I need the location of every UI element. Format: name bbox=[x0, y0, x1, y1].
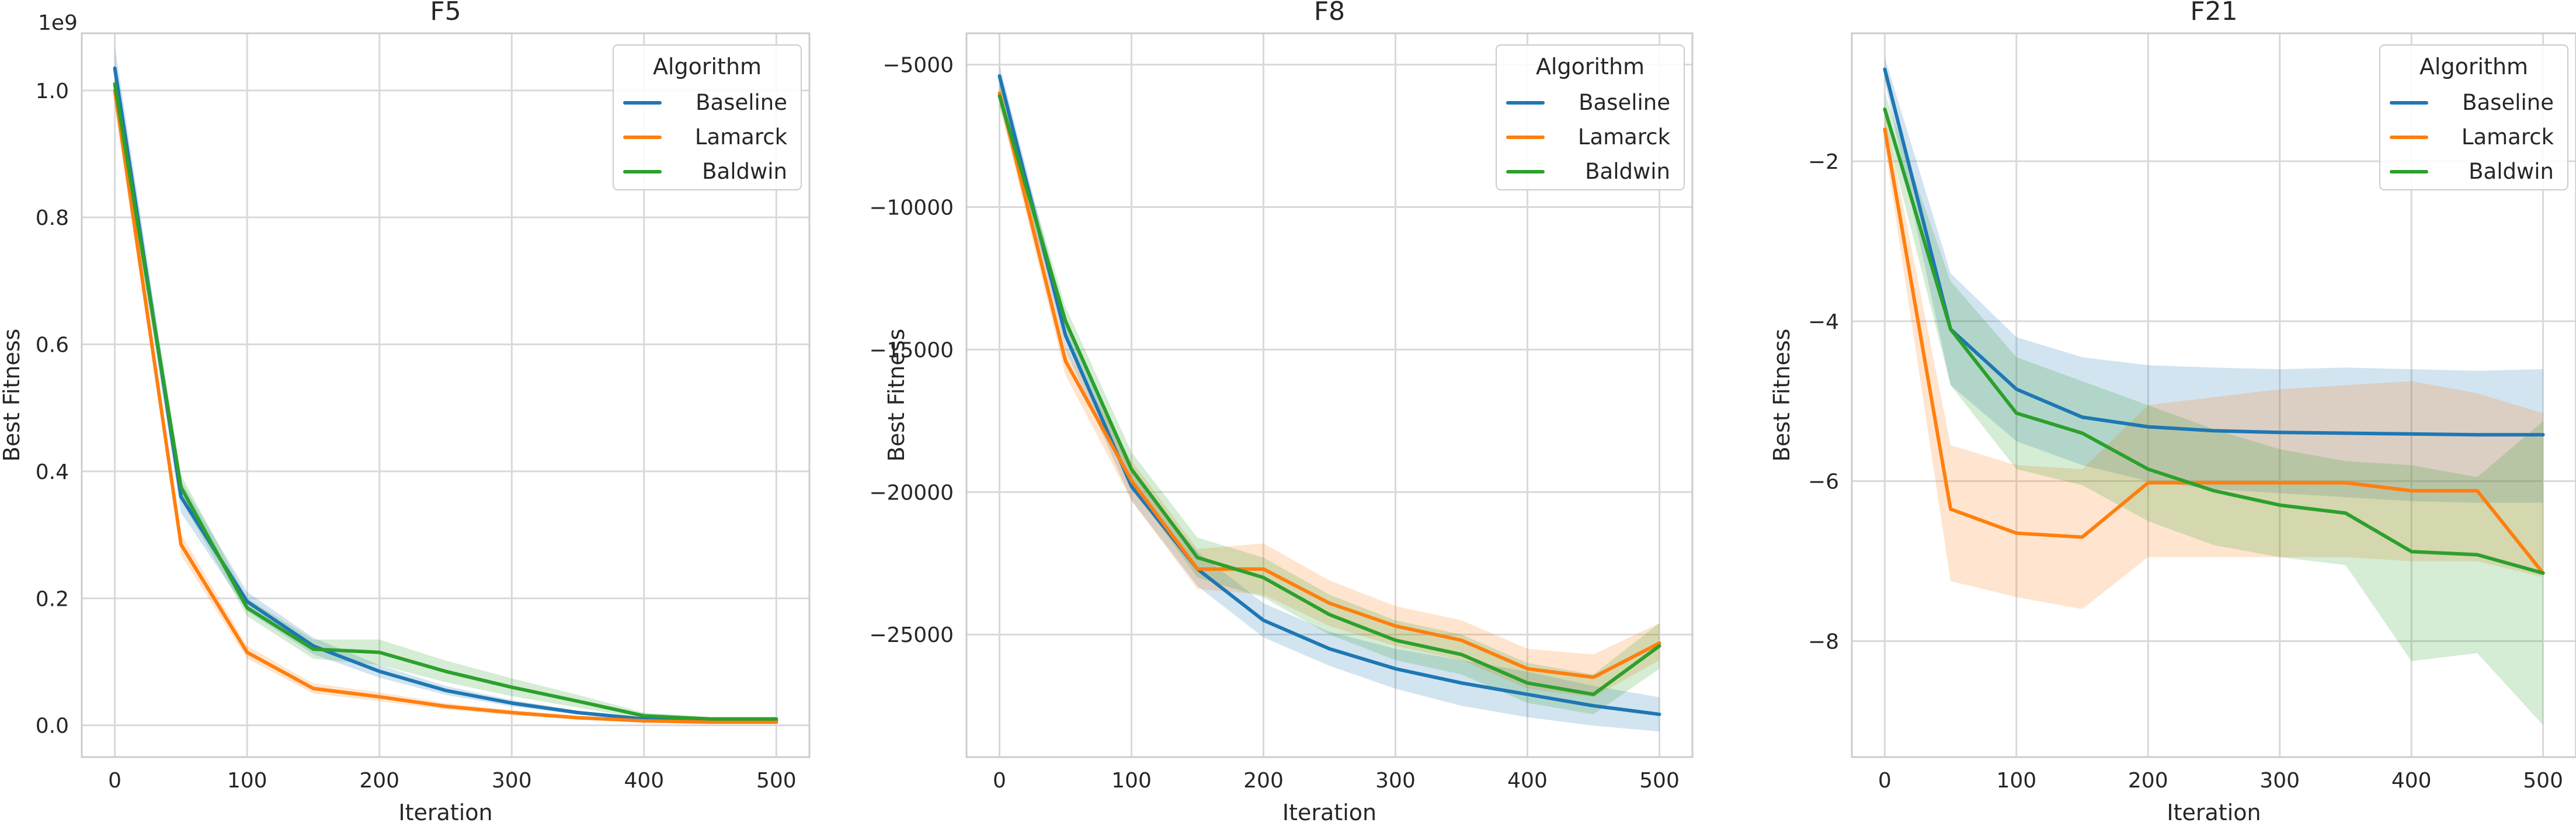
x-tick-label: 500 bbox=[2523, 769, 2563, 793]
chart-title: F8 bbox=[1314, 0, 1345, 26]
y-tick-label: −15000 bbox=[869, 338, 954, 362]
chart-title: F5 bbox=[430, 0, 461, 26]
x-tick-label: 0 bbox=[993, 769, 1006, 793]
legend-label-baldwin: Baldwin bbox=[2469, 159, 2554, 184]
legend-title: Algorithm bbox=[653, 54, 762, 79]
legend-label-baldwin: Baldwin bbox=[702, 159, 787, 184]
line-lamarck bbox=[113, 88, 778, 724]
band-lamarck bbox=[999, 81, 1660, 697]
x-axis-label: Iteration bbox=[2167, 800, 2261, 825]
legend: Algorithm Baseline Lamarck Baldwin bbox=[613, 44, 802, 190]
legend-label-lamarck: Lamarck bbox=[695, 124, 788, 150]
y-tick-label: −25000 bbox=[869, 623, 954, 647]
x-axis-label: Iteration bbox=[398, 800, 492, 825]
chart-title: F21 bbox=[2190, 0, 2237, 26]
line-baseline bbox=[1883, 67, 2545, 437]
x-tick-label: 100 bbox=[1996, 769, 2036, 793]
legend-title: Algorithm bbox=[2419, 54, 2528, 79]
line-lamarck bbox=[1883, 127, 2545, 575]
x-tick-label: 400 bbox=[1507, 769, 1548, 793]
y-tick-label: −20000 bbox=[869, 481, 954, 505]
x-tick-label: 0 bbox=[1878, 769, 1892, 793]
legend-label-baseline: Baseline bbox=[2462, 90, 2554, 115]
legend-label-lamarck: Lamarck bbox=[1578, 124, 1671, 150]
y-tick-label: 0.4 bbox=[36, 460, 69, 484]
x-tick-label: 200 bbox=[1243, 769, 1284, 793]
legend-box bbox=[613, 44, 802, 190]
x-tick-label: 400 bbox=[2391, 769, 2432, 793]
chart-panel-f21: 0 100 200 300 400 500 −8 −6 −4 −2 F21 Iteration Best… bbox=[1769, 0, 2576, 825]
plot-frame bbox=[81, 32, 811, 758]
y-tick-label: −6 bbox=[1808, 470, 1839, 494]
y-axis-label: Best Fitness bbox=[1769, 329, 1795, 462]
band-baseline bbox=[1885, 57, 2543, 503]
y-tick-label: −2 bbox=[1808, 150, 1839, 174]
y-tick-label: −8 bbox=[1808, 630, 1839, 654]
legend-title: Algorithm bbox=[1536, 54, 1645, 79]
x-tick-label: 300 bbox=[492, 769, 532, 793]
x-tick-label: 400 bbox=[624, 769, 664, 793]
x-tick-label: 100 bbox=[1111, 769, 1152, 793]
x-tick-label: 500 bbox=[1639, 769, 1680, 793]
legend: Algorithm Baseline Lamarck Baldwin bbox=[1496, 44, 1685, 190]
y-tick-label: 0.6 bbox=[36, 334, 69, 358]
x-tick-label: 0 bbox=[108, 769, 121, 793]
legend-label-baseline: Baseline bbox=[1579, 90, 1670, 115]
legend: Algorithm Baseline Lamarck Baldwin bbox=[2379, 44, 2568, 190]
line-lamarck bbox=[997, 91, 1661, 679]
y-tick-label: −10000 bbox=[869, 196, 954, 220]
grid bbox=[967, 33, 1692, 757]
y-tick-label: 0.0 bbox=[36, 714, 69, 738]
plot-frame bbox=[965, 32, 1694, 758]
chart-panel-f5: 0 100 200 300 400 500 0.0 0.2 0.4 0.6 0.8 1.0 1e9 F5 I… bbox=[0, 0, 811, 825]
y-axis-label: Best Fitness bbox=[0, 329, 25, 462]
grid bbox=[1852, 33, 2576, 757]
legend-label-baseline: Baseline bbox=[696, 90, 787, 115]
y-axis-label: Best Fitness bbox=[884, 329, 909, 462]
y-tick-label: 0.8 bbox=[36, 206, 69, 230]
legend-box bbox=[1496, 44, 1685, 190]
line-baseline bbox=[997, 74, 1661, 716]
y-tick-label: 0.2 bbox=[36, 587, 69, 611]
line-baldwin bbox=[113, 82, 778, 721]
y-tick-label: −5000 bbox=[882, 54, 954, 78]
x-tick-label: 300 bbox=[2259, 769, 2300, 793]
x-tick-label: 200 bbox=[2128, 769, 2168, 793]
x-tick-label: 300 bbox=[1375, 769, 1416, 793]
chart-panel-f8: 0 100 200 300 400 500 −25000 −20000 −15000 −10000… bbox=[869, 0, 1694, 825]
legend-box bbox=[2379, 44, 2568, 190]
legend-label-baldwin: Baldwin bbox=[1585, 159, 1670, 184]
line-baldwin bbox=[997, 94, 1661, 696]
legend-label-lamarck: Lamarck bbox=[2462, 124, 2554, 150]
x-tick-label: 200 bbox=[359, 769, 399, 793]
line-baldwin bbox=[1883, 107, 2545, 575]
x-tick-label: 100 bbox=[227, 769, 267, 793]
y-offset-label: 1e9 bbox=[38, 11, 78, 35]
y-tick-label: −4 bbox=[1808, 310, 1839, 334]
x-tick-label: 500 bbox=[756, 769, 797, 793]
band-baldwin bbox=[1885, 93, 2543, 726]
x-axis-label: Iteration bbox=[1282, 800, 1376, 825]
y-tick-label: 1.0 bbox=[36, 79, 69, 103]
plot-frame bbox=[1851, 32, 2576, 758]
